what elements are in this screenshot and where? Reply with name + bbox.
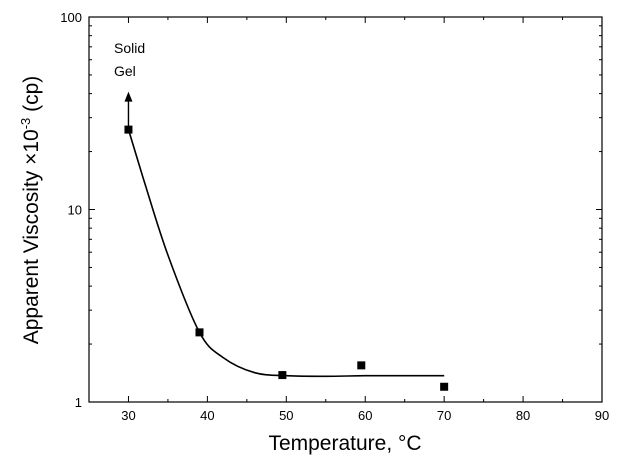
x-tick-label: 50 <box>279 408 293 423</box>
data-point-3 <box>357 361 366 370</box>
plot-frame <box>88 16 603 403</box>
x-tick-label: 80 <box>516 408 530 423</box>
fit-curve <box>127 129 445 378</box>
y-tick-label: 1 <box>75 395 82 410</box>
x-axis-title: Temperature, °C <box>268 432 421 455</box>
y-axis-title-main: Apparent Viscosity ×10 <box>20 129 43 344</box>
data-markers <box>124 125 449 391</box>
x-tick-label: 60 <box>358 408 372 423</box>
x-tick-label: 70 <box>437 408 451 423</box>
y-axis-title-exponent: -3 <box>18 118 33 130</box>
x-tick-label: 90 <box>595 408 609 423</box>
data-point-2 <box>278 371 287 380</box>
solid-gel-annotation: Solid Gel <box>114 40 145 130</box>
data-point-4 <box>440 382 449 391</box>
y-axis-title-unit: (cp) <box>20 76 43 118</box>
annotation-arrow-head <box>124 91 133 102</box>
y-tick-label: 10 <box>68 203 82 218</box>
annotation-line-1: Solid <box>114 40 145 56</box>
data-point-1 <box>195 328 204 337</box>
x-tick-label: 40 <box>200 408 214 423</box>
y-axis-title: Apparent Viscosity ×10-3 (cp) <box>18 76 43 345</box>
x-tick-label: 30 <box>121 408 135 423</box>
axis-ticks <box>88 16 603 403</box>
annotation-line-2: Gel <box>114 63 136 79</box>
y-tick-label: 100 <box>60 10 82 25</box>
tick-labels: 30 40 50 60 70 80 90 1 10 100 <box>60 10 609 423</box>
